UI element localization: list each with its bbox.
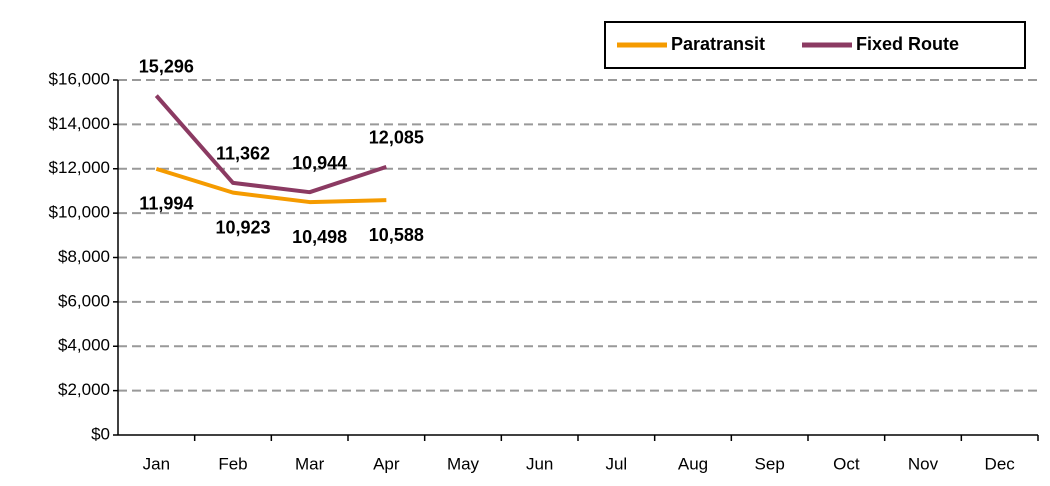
data-label: 11,362: [216, 144, 270, 164]
x-tick-label: Aug: [678, 454, 708, 473]
x-tick-label: May: [447, 454, 480, 473]
data-label: 12,085: [369, 128, 424, 148]
data-label: 15,296: [139, 56, 194, 76]
x-tick-label: Apr: [373, 454, 400, 473]
series-line: [155, 166, 387, 205]
y-tick-label: $10,000: [49, 203, 110, 222]
data-label: 10,944: [292, 153, 347, 173]
legend-label: Paratransit: [671, 34, 765, 54]
x-tick-label: Jan: [143, 454, 170, 473]
x-tick-label: Dec: [985, 454, 1016, 473]
y-tick-label: $2,000: [58, 380, 110, 399]
y-tick-label: $14,000: [49, 114, 110, 133]
y-tick-label: $0: [91, 424, 110, 443]
x-tick-label: Jun: [526, 454, 553, 473]
y-tick-label: $8,000: [58, 247, 110, 266]
y-tick-label: $16,000: [49, 69, 110, 88]
x-tick-label: Jul: [605, 454, 627, 473]
x-tick-label: Sep: [755, 454, 785, 473]
legend-label: Fixed Route: [856, 34, 959, 54]
data-label: 11,994: [139, 194, 193, 214]
series-line: [154, 94, 387, 195]
y-tick-label: $12,000: [49, 158, 110, 177]
x-tick-label: Oct: [833, 454, 860, 473]
x-tick-label: Mar: [295, 454, 325, 473]
y-tick-label: $6,000: [58, 291, 110, 310]
data-label: 10,498: [292, 227, 347, 247]
x-tick-label: Feb: [218, 454, 247, 473]
data-label: 10,923: [215, 217, 270, 237]
y-tick-label: $4,000: [58, 336, 110, 355]
data-label: 10,588: [369, 225, 424, 245]
x-tick-label: Nov: [908, 454, 939, 473]
